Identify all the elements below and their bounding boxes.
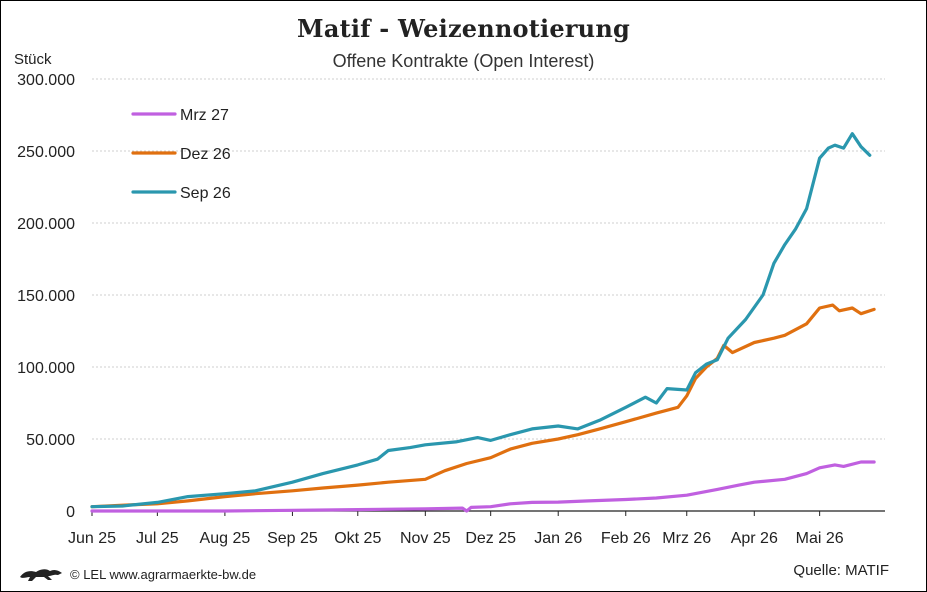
x-tick-label: Aug 25 [200,530,251,547]
y-tick-label: 300.000 [17,72,75,89]
chart-title: Matif - Weizennotierung [297,14,630,43]
series-line-sep-26 [90,132,872,509]
chart-subtitle: Offene Kontrakte (Open Interest) [332,51,595,71]
x-tick-label: Mai 26 [796,530,844,547]
y-tick-label: 0 [66,504,75,521]
footer-credit-text: © LEL www.agrarmaerkte-bw.de [70,566,257,582]
x-tick-label: Nov 25 [400,530,451,547]
x-tick-label: Jul 25 [136,530,179,547]
legend-label: Mrz 27 [180,107,229,124]
legend-label: Dez 26 [180,146,231,163]
x-tick-label: Mrz 26 [662,530,711,547]
legend: Mrz 27 Dez 26 Sep 26 [131,107,231,202]
x-tick-label: Dez 25 [465,530,516,547]
y-axis-unit-label: Stück [14,51,52,68]
y-tick-label: 100.000 [17,360,75,377]
x-axis: Jun 25 Jul 25 Aug 25 Sep 25 Okt 25 Nov 25 Dez … [68,510,885,547]
x-tick-label: Apr 26 [731,530,778,547]
series-lines [90,132,876,513]
footer-source: Quelle: MATIF [793,562,889,579]
lion-logo-icon [20,569,62,581]
y-axis-ticks: 0 50.000 100.000 150.000 200.000 250.000 300.0… [17,72,75,521]
y-tick-label: 50.000 [26,432,75,449]
series-line-mrz-27 [90,460,876,513]
footer-credit: © LEL www.agrarmaerkte-bw.de [18,565,256,583]
x-tick-label: Jun 25 [68,530,116,547]
legend-label: Sep 26 [180,185,231,202]
x-tick-label: Jan 26 [534,530,582,547]
x-tick-label: Okt 25 [334,530,381,547]
x-tick-label: Sep 25 [267,530,318,547]
x-tick-label: Feb 26 [601,530,651,547]
y-tick-label: 150.000 [17,288,75,305]
y-tick-label: 200.000 [17,216,75,233]
series-line-dez-26 [90,303,876,509]
gridlines [92,78,885,440]
y-tick-label: 250.000 [17,144,75,161]
